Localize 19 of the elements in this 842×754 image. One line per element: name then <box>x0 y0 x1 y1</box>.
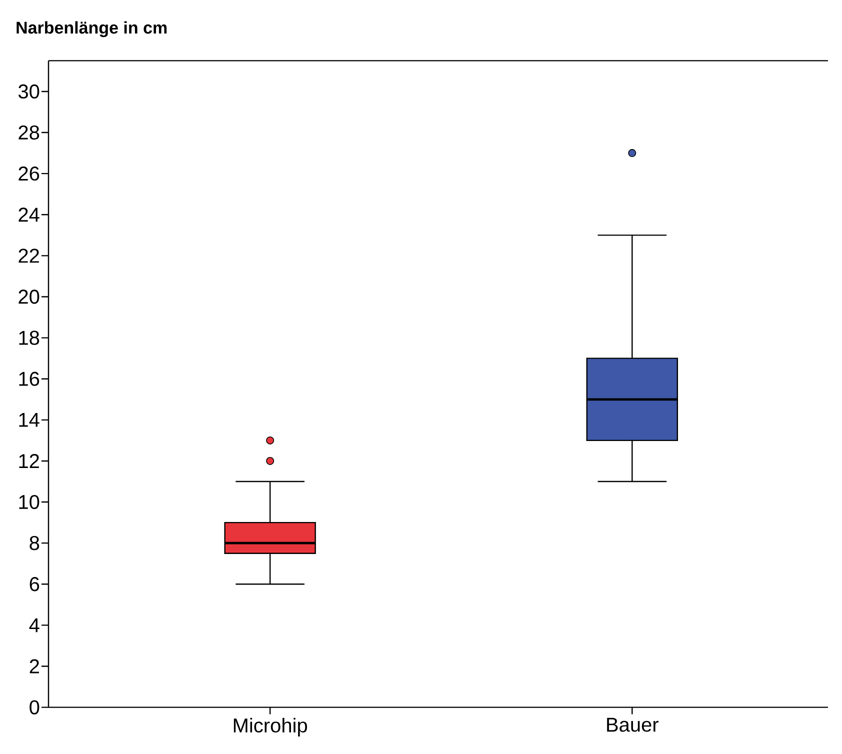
y-tick-label: 24 <box>18 208 40 222</box>
y-tick-label: 22 <box>18 248 39 263</box>
x-tick-label: Microhip <box>234 718 308 736</box>
y-tick-label: 30 <box>18 84 40 99</box>
chart-title: Narbenlänge in cm <box>16 21 167 38</box>
y-tick-label: 4 <box>29 618 40 632</box>
y-tick-label: 28 <box>18 125 40 140</box>
y-tick-label: 8 <box>30 536 40 550</box>
y-tick-label: 16 <box>19 372 40 386</box>
y-tick-label: 14 <box>19 413 40 427</box>
y-tick-label: 26 <box>18 166 40 181</box>
x-tick-label: Bauer <box>607 718 658 732</box>
y-tick-label: 20 <box>18 290 40 304</box>
y-tick-label: 6 <box>30 577 40 592</box>
y-tick-label: 10 <box>19 494 40 510</box>
y-tick-label: 2 <box>30 659 39 674</box>
y-tick-label: 12 <box>19 454 39 468</box>
y-tick-label: 18 <box>19 330 40 345</box>
y-tick-label: 0 <box>30 700 40 714</box>
